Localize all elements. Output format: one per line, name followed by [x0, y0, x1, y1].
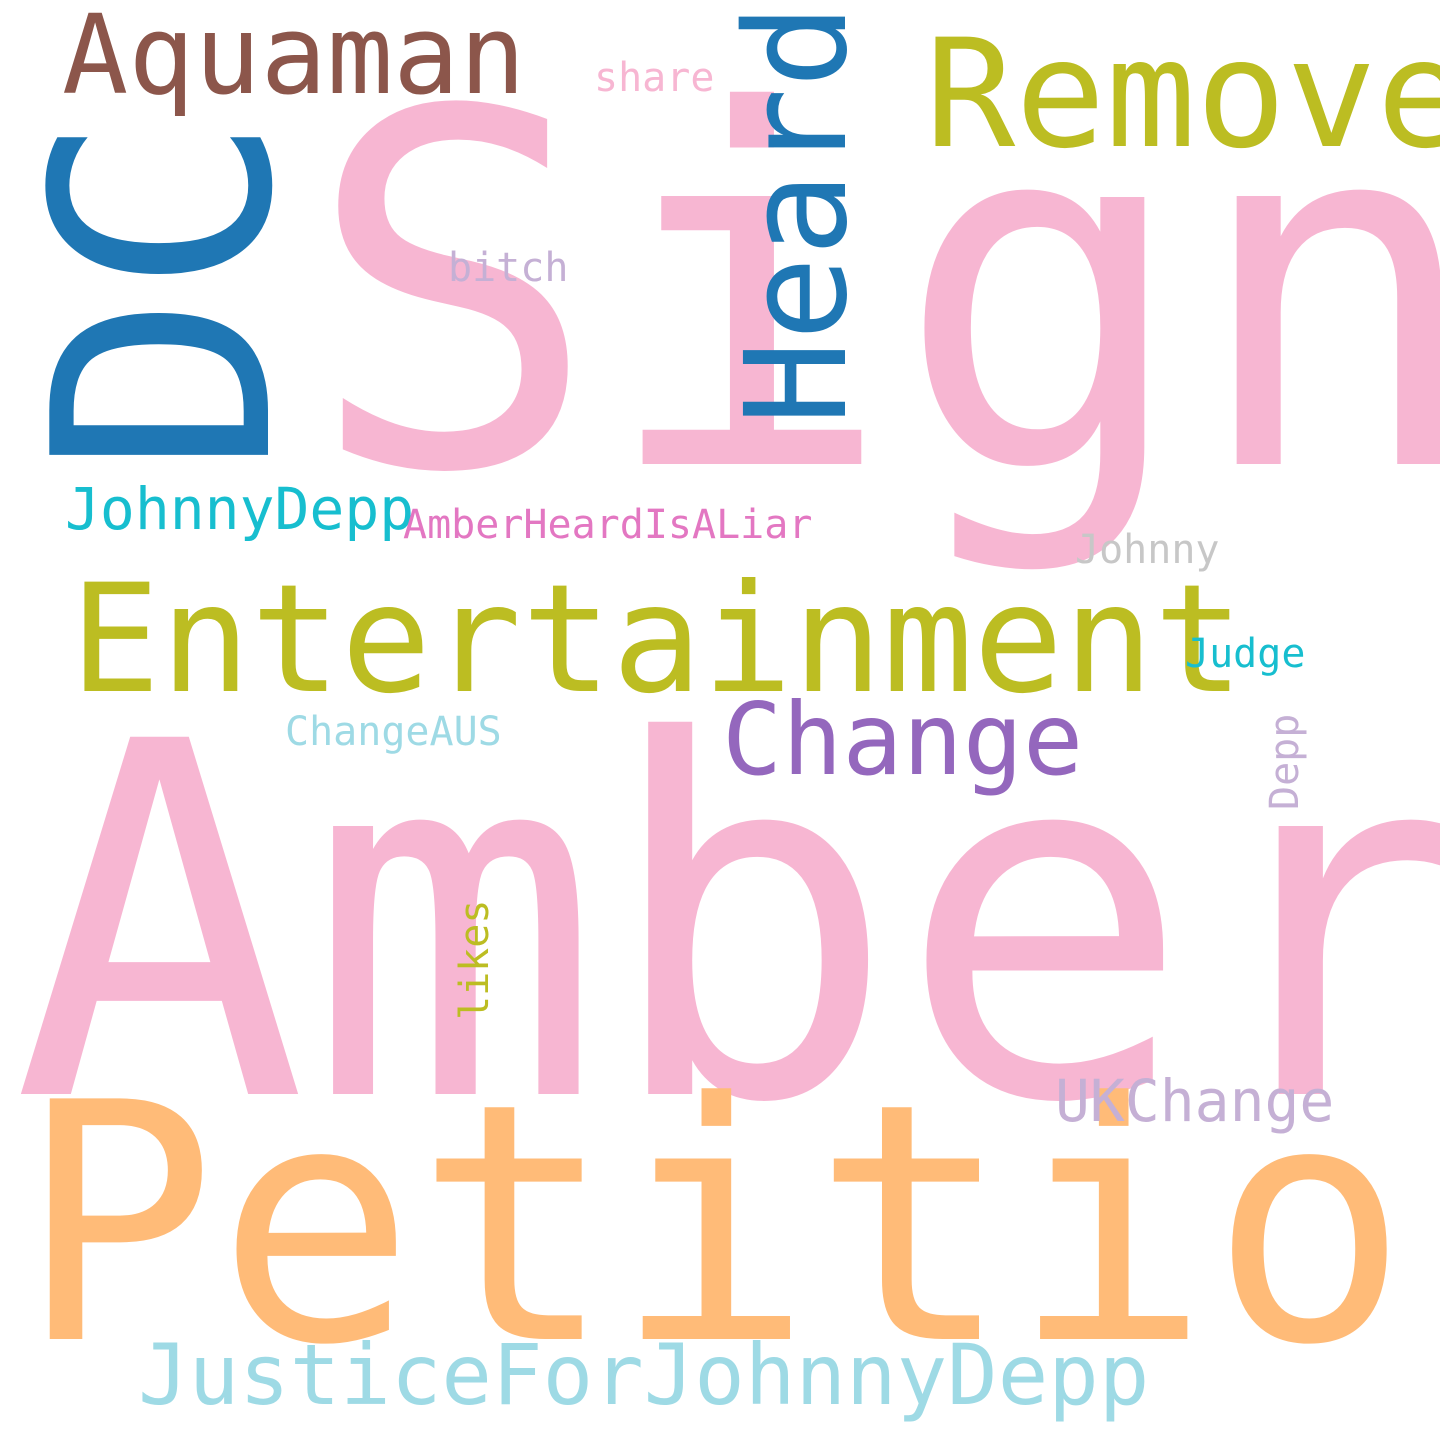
word-depp: Depp	[1262, 713, 1308, 810]
word-amberheardisaliar: AmberHeardIsALiar	[403, 502, 813, 548]
word-change: Change	[722, 681, 1084, 798]
word-likes: likes	[452, 899, 498, 1020]
word-amber: Amber	[12, 639, 1440, 1210]
word-justicefor-johnnydepp: JusticeForJohnnyDepp	[138, 1326, 1150, 1424]
word-heard: Heard	[716, 3, 879, 425]
word-aquaman: Aquaman	[62, 0, 526, 119]
word-share: share	[594, 55, 715, 101]
word-sign: Sign	[305, 9, 1440, 580]
word-judge: Judge	[1185, 631, 1306, 677]
word-petition: Petition	[18, 1033, 1440, 1417]
word-johnnydepp: JohnnyDepp	[65, 475, 415, 543]
word-entertainment: Entertainment	[70, 553, 1244, 727]
word-ukchange: UKChange	[1055, 1067, 1335, 1135]
word-dc: DC	[0, 113, 339, 475]
word-johnny: Johnny	[1075, 527, 1220, 573]
word-remove: Remove	[925, 8, 1440, 182]
word-changeaus: ChangeAUS	[285, 709, 502, 755]
word-bitch: bitch	[448, 245, 569, 291]
